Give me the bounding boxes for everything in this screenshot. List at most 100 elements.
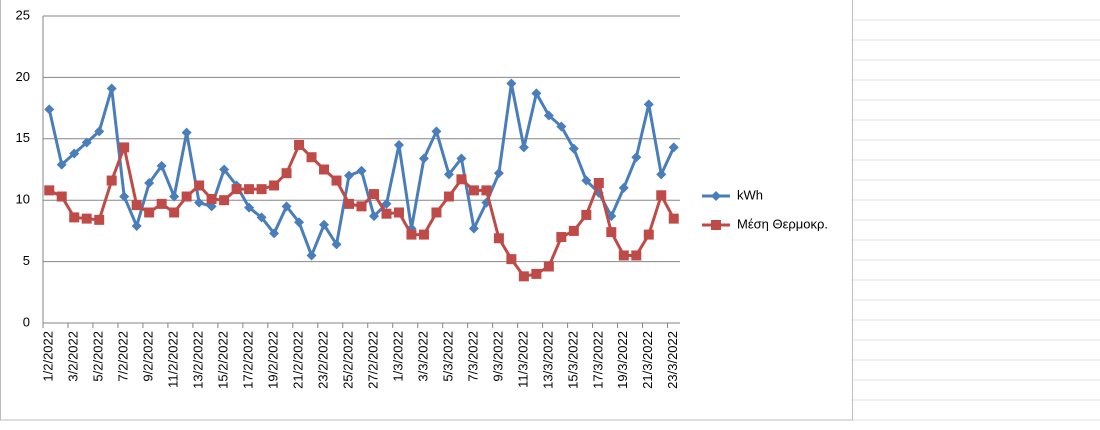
point bbox=[368, 211, 379, 222]
point bbox=[181, 191, 192, 202]
x-tick-label: 9/3/2022 bbox=[490, 331, 505, 382]
point bbox=[181, 127, 192, 138]
point bbox=[531, 88, 542, 99]
point bbox=[281, 201, 292, 212]
point bbox=[294, 217, 305, 228]
x-tick-label: 1/3/2022 bbox=[390, 331, 405, 382]
point bbox=[94, 214, 105, 225]
x-tick-label: 13/3/2022 bbox=[540, 331, 555, 389]
x-tick-label: 9/2/2022 bbox=[141, 331, 156, 382]
point bbox=[418, 153, 429, 164]
point bbox=[631, 152, 642, 163]
point bbox=[119, 142, 130, 153]
point bbox=[581, 209, 592, 220]
y-tick-label: 20 bbox=[16, 69, 30, 84]
point bbox=[231, 184, 242, 195]
point bbox=[431, 207, 442, 218]
x-tick-label: 21/2/2022 bbox=[290, 331, 305, 389]
legend-label: Μέση Θερμοκρ. bbox=[737, 216, 828, 231]
x-tick-label: 13/2/2022 bbox=[191, 331, 206, 389]
point bbox=[156, 160, 167, 171]
point bbox=[418, 229, 429, 240]
x-tick-label: 25/2/2022 bbox=[340, 331, 355, 389]
x-tick-label: 17/2/2022 bbox=[241, 331, 256, 389]
x-tick-label: 23/2/2022 bbox=[315, 331, 330, 389]
x-tick-label: 3/3/2022 bbox=[415, 331, 430, 382]
point bbox=[468, 185, 479, 196]
x-tick-label: 1/2/2022 bbox=[41, 331, 56, 382]
point bbox=[144, 207, 155, 218]
point bbox=[331, 175, 342, 186]
point bbox=[618, 250, 629, 261]
point bbox=[131, 220, 142, 231]
point bbox=[443, 191, 454, 202]
point bbox=[319, 219, 330, 230]
point bbox=[294, 139, 305, 150]
point bbox=[618, 182, 629, 193]
point bbox=[244, 202, 255, 213]
point bbox=[543, 110, 554, 121]
x-tick-label: 19/2/2022 bbox=[266, 331, 281, 389]
point bbox=[269, 180, 280, 191]
point bbox=[269, 228, 280, 239]
x-tick-label: 19/3/2022 bbox=[615, 331, 630, 389]
point bbox=[381, 198, 392, 209]
x-tick-label: 7/3/2022 bbox=[465, 331, 480, 382]
y-tick-label: 25 bbox=[16, 7, 30, 22]
point bbox=[568, 225, 579, 236]
point bbox=[631, 250, 642, 261]
x-tick-label: 7/2/2022 bbox=[116, 331, 131, 382]
x-tick-label: 3/2/2022 bbox=[66, 331, 81, 382]
point bbox=[106, 175, 117, 186]
point bbox=[493, 233, 504, 244]
point bbox=[256, 184, 267, 195]
point bbox=[331, 239, 342, 250]
point bbox=[668, 142, 679, 153]
point bbox=[69, 148, 80, 159]
point bbox=[169, 191, 180, 202]
point bbox=[556, 232, 567, 243]
point bbox=[381, 208, 392, 219]
point bbox=[156, 198, 167, 209]
point bbox=[431, 126, 442, 137]
legend-label: kWh bbox=[737, 187, 763, 202]
y-tick-label: 0 bbox=[23, 314, 30, 329]
point bbox=[356, 201, 367, 212]
point bbox=[306, 152, 317, 163]
point bbox=[581, 175, 592, 186]
point bbox=[668, 213, 679, 224]
x-tick-label: 15/3/2022 bbox=[565, 331, 580, 389]
point bbox=[593, 178, 604, 189]
point bbox=[81, 137, 92, 148]
point bbox=[518, 271, 529, 282]
x-tick-label: 23/3/2022 bbox=[665, 331, 680, 389]
point bbox=[344, 198, 355, 209]
point bbox=[194, 197, 205, 208]
point bbox=[711, 191, 721, 201]
x-tick-label: 5/2/2022 bbox=[91, 331, 106, 382]
point bbox=[606, 227, 617, 238]
point bbox=[656, 190, 667, 201]
point bbox=[281, 168, 292, 179]
x-tick-label: 27/2/2022 bbox=[365, 331, 380, 389]
y-tick-label: 10 bbox=[16, 192, 30, 207]
point bbox=[443, 169, 454, 180]
point bbox=[543, 261, 554, 272]
point bbox=[356, 165, 367, 176]
point bbox=[468, 223, 479, 234]
point bbox=[568, 143, 579, 154]
point bbox=[368, 189, 379, 200]
point bbox=[393, 139, 404, 150]
point bbox=[711, 220, 721, 230]
point bbox=[219, 164, 230, 175]
point bbox=[256, 212, 267, 223]
x-tick-label: 17/3/2022 bbox=[590, 331, 605, 389]
point bbox=[106, 83, 117, 94]
y-tick-label: 5 bbox=[23, 253, 30, 268]
point bbox=[131, 200, 142, 211]
point bbox=[169, 207, 180, 218]
point bbox=[69, 212, 80, 223]
point bbox=[518, 142, 529, 153]
point bbox=[506, 78, 517, 89]
